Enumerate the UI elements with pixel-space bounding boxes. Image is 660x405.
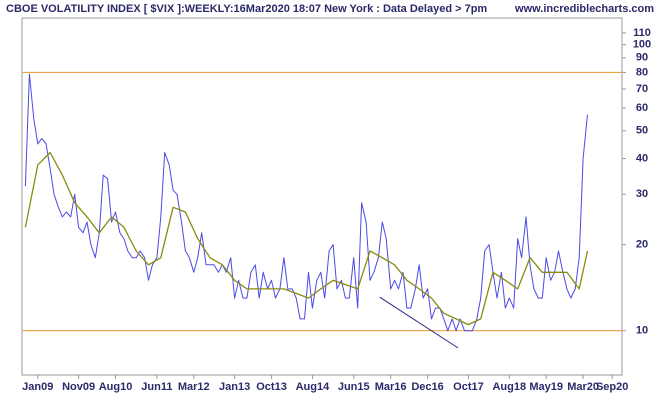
source: www.incrediblecharts.com bbox=[514, 3, 654, 15]
x-tick-label: Jun11 bbox=[141, 381, 172, 393]
y-tick-label: 90 bbox=[636, 52, 648, 64]
x-tick-label: Jan13 bbox=[219, 381, 250, 393]
x-tick-label: Jan09 bbox=[22, 381, 53, 393]
x-tick-label: Mar20 bbox=[567, 381, 599, 393]
x-tick-label: Oct17 bbox=[453, 381, 484, 393]
y-tick-label: 10 bbox=[636, 325, 648, 337]
y-tick-label: 40 bbox=[636, 152, 648, 164]
x-tick-label: Mar16 bbox=[375, 381, 407, 393]
x-tick-label: Dec16 bbox=[411, 381, 443, 393]
y-tick-label: 30 bbox=[636, 188, 648, 200]
x-tick-label: Aug14 bbox=[296, 381, 331, 393]
x-tick-label: Oct13 bbox=[256, 381, 287, 393]
x-tick-label: Sep20 bbox=[596, 381, 628, 393]
y-tick-label: 110 bbox=[633, 27, 651, 39]
y-tick-label: 100 bbox=[633, 39, 651, 51]
x-tick-label: Aug10 bbox=[99, 381, 133, 393]
trendline bbox=[379, 296, 459, 349]
y-tick-label: 50 bbox=[636, 125, 648, 137]
moving-average bbox=[24, 151, 589, 326]
x-tick-label: May19 bbox=[529, 381, 563, 393]
y-tick-label: 80 bbox=[636, 66, 648, 78]
plot-frame bbox=[21, 17, 623, 376]
x-tick-label: Aug18 bbox=[492, 381, 526, 393]
chart-title: CBOE VOLATILITY INDEX [ $VIX ]:WEEKLY:16… bbox=[6, 3, 487, 15]
x-tick-label: Jun15 bbox=[338, 381, 370, 393]
x-tick-label: Mar12 bbox=[178, 381, 210, 393]
y-tick-label: 70 bbox=[636, 83, 648, 95]
x-tick-label: Nov09 bbox=[62, 381, 95, 393]
y-tick-label: 60 bbox=[636, 102, 648, 114]
y-tick-label: 20 bbox=[636, 239, 648, 251]
price-line bbox=[24, 73, 588, 332]
